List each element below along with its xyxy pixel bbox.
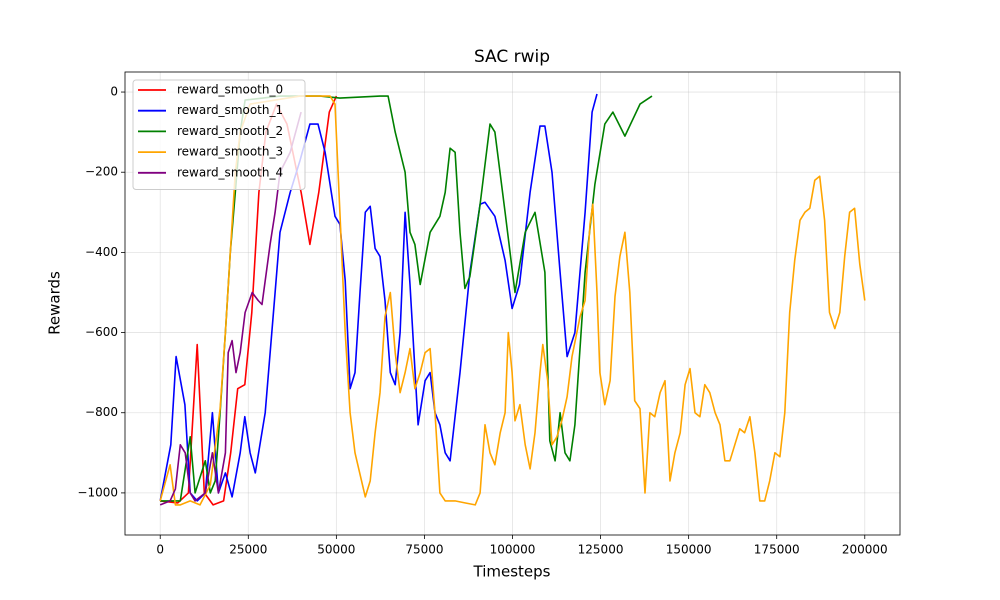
data-line	[159, 95, 866, 506]
y-tick-label: −400	[85, 245, 118, 259]
legend-label: reward_smooth_3	[177, 145, 283, 159]
y-tick-label: −800	[85, 405, 118, 419]
x-tick-label: 175000	[754, 543, 800, 557]
x-tick-label: 50000	[317, 543, 355, 557]
y-tick-label: 0	[110, 85, 118, 99]
data-line	[159, 111, 302, 506]
x-tick-label: 200000	[842, 543, 888, 557]
data-line	[160, 95, 338, 506]
legend-label: reward_smooth_0	[177, 83, 283, 97]
legend: reward_smooth_0 reward_smooth_1 reward_smo…	[132, 79, 306, 190]
legend-label: reward_smooth_4	[177, 165, 283, 179]
x-tick-label: 0	[156, 543, 164, 557]
legend-box	[132, 79, 306, 190]
x-axis-label: Timesteps	[473, 563, 551, 581]
legend-label: reward_smooth_2	[177, 124, 283, 138]
y-tick-label: −600	[85, 325, 118, 339]
x-tick-label: 125000	[578, 543, 624, 557]
legend-label: reward_smooth_1	[177, 103, 283, 117]
y-tick-label: −200	[85, 165, 118, 179]
plot-area	[125, 72, 900, 535]
data-line	[159, 93, 598, 502]
y-tick-label: −1000	[77, 485, 118, 499]
x-tick-label: 150000	[666, 543, 712, 557]
chart-title: SAC rwip	[474, 47, 550, 67]
y-axis-label: Rewards	[46, 271, 64, 335]
x-tick-label: 75000	[405, 543, 443, 557]
x-tick-label: 25000	[229, 543, 267, 557]
x-tick-label: 100000	[490, 543, 536, 557]
